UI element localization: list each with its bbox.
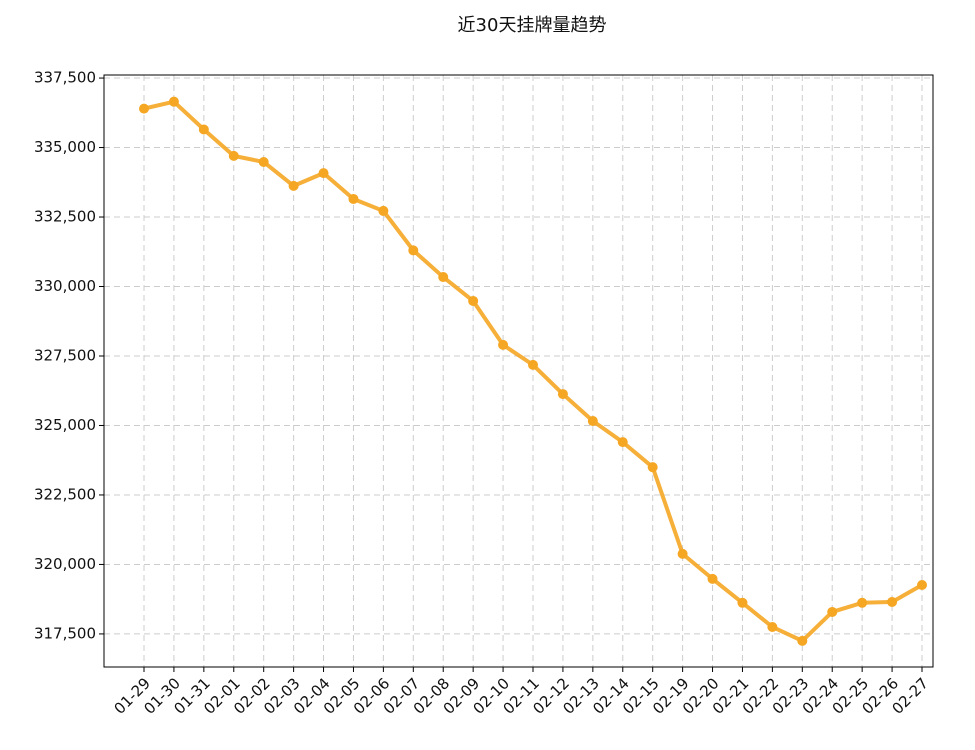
point <box>767 621 778 632</box>
point <box>198 124 209 135</box>
point <box>887 596 898 607</box>
point <box>348 193 359 204</box>
point <box>468 295 479 306</box>
point <box>139 103 149 114</box>
point <box>647 462 658 473</box>
chart-title: 近30天挂牌量趋势 <box>458 15 607 36</box>
point <box>318 168 329 179</box>
point <box>408 245 419 256</box>
y-tick-label: 322,500 <box>34 485 96 503</box>
point <box>737 597 748 608</box>
point <box>168 96 179 107</box>
point <box>917 580 927 591</box>
y-tick-label: 325,000 <box>34 416 96 434</box>
point <box>677 548 688 559</box>
point <box>557 389 568 400</box>
point <box>707 573 718 584</box>
plot-frame <box>103 74 934 668</box>
point <box>438 272 449 283</box>
y-tick-label: 330,000 <box>34 277 96 295</box>
point <box>498 339 509 350</box>
point <box>528 359 538 370</box>
point <box>228 150 239 161</box>
y-tick-label: 335,000 <box>34 138 96 156</box>
y-tick-label: 337,500 <box>34 69 96 87</box>
point <box>857 597 868 608</box>
point <box>797 635 808 646</box>
y-tick-label: 327,500 <box>34 346 96 364</box>
point <box>378 205 389 216</box>
y-tick-label: 317,500 <box>34 624 96 642</box>
point <box>827 606 838 617</box>
point <box>258 156 269 167</box>
point <box>617 437 628 448</box>
point <box>587 416 598 427</box>
y-tick-label: 332,500 <box>34 208 96 226</box>
y-tick-label: 320,000 <box>34 555 96 573</box>
point <box>288 180 299 191</box>
